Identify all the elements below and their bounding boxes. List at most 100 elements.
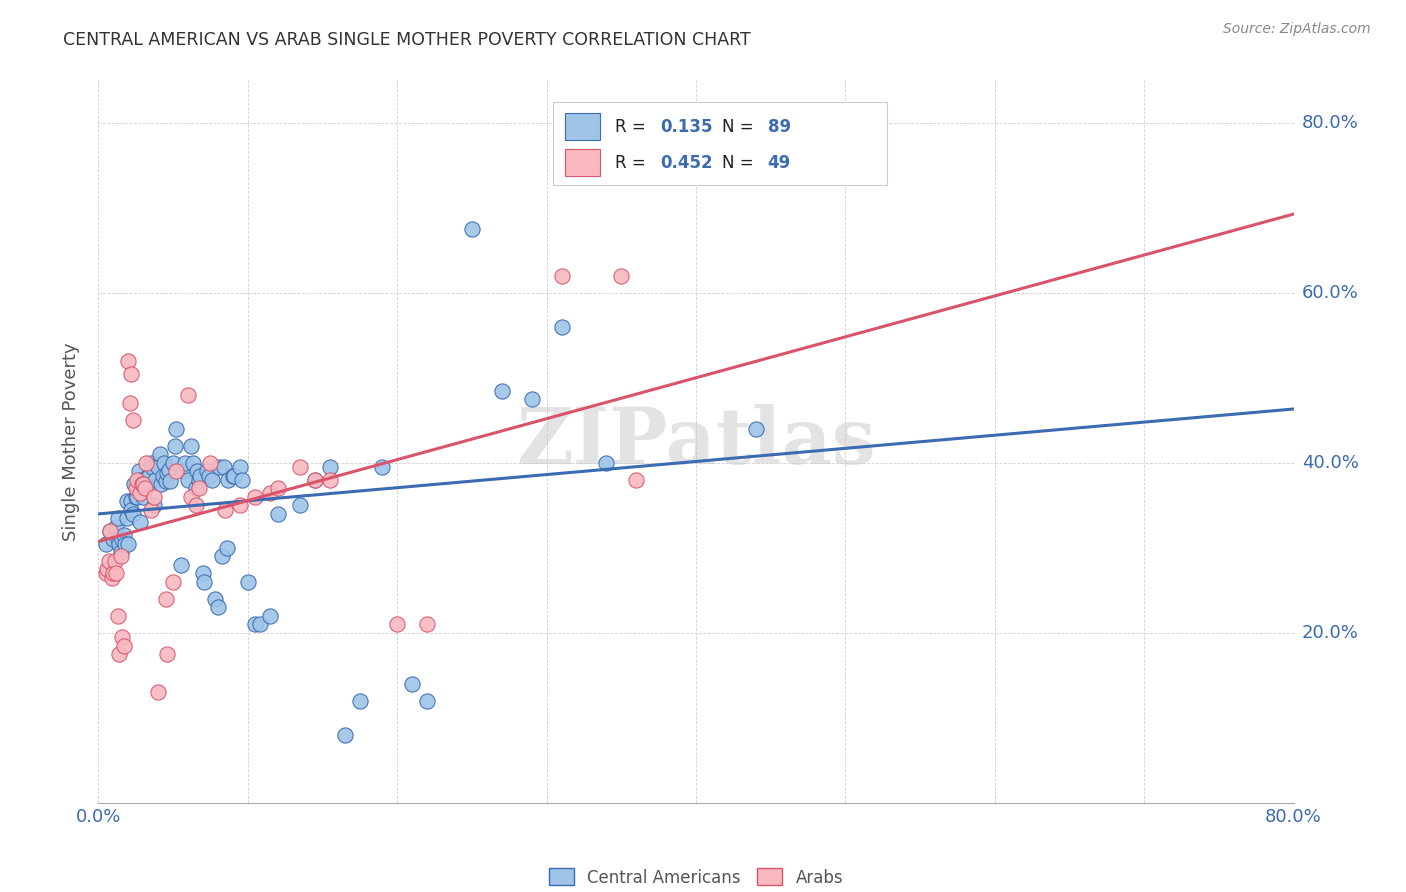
- Point: [138, 468, 160, 483]
- Point: [267, 507, 290, 521]
- Point: [150, 477, 173, 491]
- Point: [155, 591, 177, 606]
- Point: [105, 519, 128, 533]
- Point: [120, 502, 142, 516]
- Point: [98, 524, 122, 538]
- Text: R =: R =: [614, 153, 651, 171]
- Point: [132, 490, 155, 504]
- Point: [165, 464, 187, 478]
- Point: [128, 464, 150, 478]
- Point: [97, 553, 120, 567]
- Point: [132, 477, 155, 491]
- Point: [103, 533, 125, 547]
- Point: [129, 516, 152, 530]
- Point: [193, 574, 215, 589]
- Point: [165, 422, 187, 436]
- Point: [259, 485, 281, 500]
- Point: [416, 617, 439, 632]
- Point: [108, 647, 131, 661]
- Point: [148, 685, 170, 699]
- Point: [187, 481, 209, 495]
- Point: [333, 728, 356, 742]
- Point: [267, 481, 290, 495]
- Point: [162, 456, 184, 470]
- Point: [163, 439, 186, 453]
- Point: [127, 490, 149, 504]
- Point: [136, 468, 159, 483]
- Point: [131, 477, 153, 491]
- Point: [121, 413, 143, 427]
- Text: 0.135: 0.135: [661, 118, 713, 136]
- Point: [134, 481, 156, 495]
- Point: [207, 600, 229, 615]
- Point: [610, 268, 633, 283]
- Point: [212, 460, 235, 475]
- Point: [229, 460, 252, 475]
- Point: [186, 464, 208, 478]
- Point: [174, 456, 197, 470]
- Text: 0.452: 0.452: [661, 153, 713, 171]
- Point: [115, 511, 138, 525]
- Point: [215, 541, 238, 555]
- Point: [125, 490, 148, 504]
- Point: [159, 475, 181, 489]
- Point: [200, 456, 222, 470]
- Point: [304, 473, 326, 487]
- Point: [349, 694, 371, 708]
- Point: [231, 473, 253, 487]
- Text: 40.0%: 40.0%: [1302, 454, 1358, 472]
- Point: [204, 591, 226, 606]
- Point: [111, 533, 134, 547]
- Point: [177, 388, 200, 402]
- Point: [121, 507, 143, 521]
- Point: [103, 566, 125, 581]
- Point: [117, 353, 139, 368]
- Point: [156, 647, 179, 661]
- Point: [152, 468, 174, 483]
- Point: [156, 466, 179, 480]
- Point: [107, 511, 129, 525]
- Point: [139, 456, 162, 470]
- Point: [304, 473, 326, 487]
- Point: [236, 574, 259, 589]
- Point: [120, 494, 142, 508]
- Point: [401, 677, 423, 691]
- Point: [184, 498, 207, 512]
- Point: [112, 528, 135, 542]
- Point: [149, 447, 172, 461]
- Point: [169, 558, 191, 572]
- Point: [98, 524, 122, 538]
- Point: [385, 617, 409, 632]
- Text: N =: N =: [723, 153, 759, 171]
- Point: [115, 494, 138, 508]
- Point: [188, 468, 211, 483]
- Point: [125, 481, 148, 495]
- Point: [155, 475, 177, 489]
- Point: [191, 566, 214, 581]
- Point: [107, 533, 129, 547]
- Point: [177, 473, 200, 487]
- Point: [173, 464, 195, 478]
- Point: [142, 498, 165, 512]
- Text: R =: R =: [614, 118, 651, 136]
- FancyBboxPatch shape: [553, 102, 887, 185]
- Point: [120, 367, 142, 381]
- Point: [107, 608, 129, 623]
- Point: [110, 545, 132, 559]
- Point: [96, 562, 118, 576]
- Bar: [565, 149, 600, 177]
- Point: [124, 477, 146, 491]
- Point: [288, 460, 311, 475]
- Point: [550, 268, 572, 283]
- Point: [148, 460, 170, 475]
- Point: [141, 460, 163, 475]
- Point: [184, 481, 207, 495]
- Text: 20.0%: 20.0%: [1302, 624, 1358, 642]
- Point: [217, 473, 239, 487]
- Point: [105, 566, 128, 581]
- Text: 60.0%: 60.0%: [1302, 284, 1358, 301]
- Point: [104, 553, 127, 567]
- Point: [197, 464, 219, 478]
- Point: [520, 392, 543, 406]
- Point: [198, 468, 221, 483]
